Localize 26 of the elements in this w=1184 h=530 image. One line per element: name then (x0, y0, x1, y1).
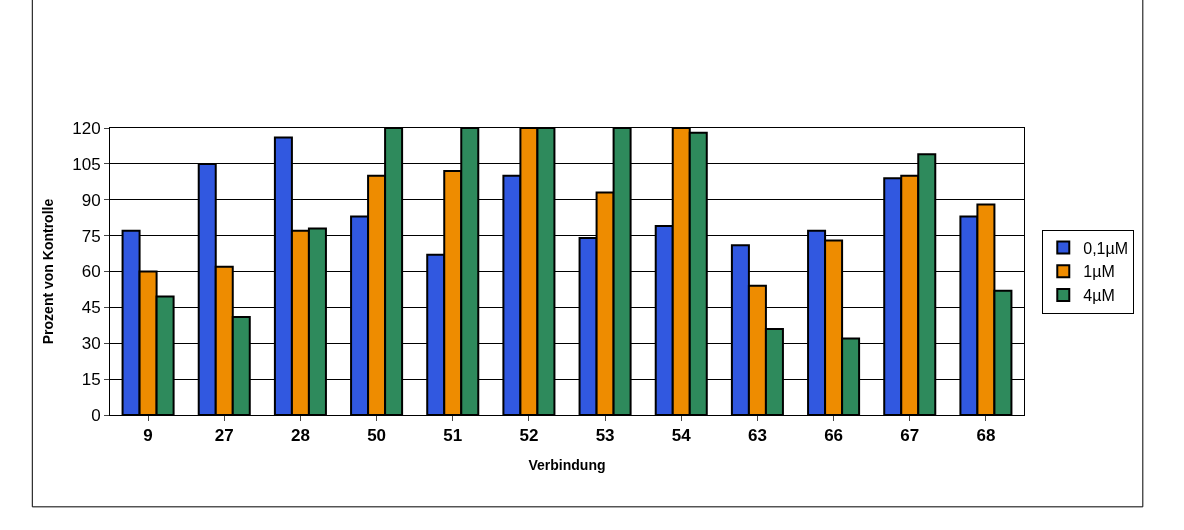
legend-label: 1µM (1083, 263, 1115, 281)
legend-label: 4µM (1083, 287, 1115, 305)
y-tick-label: 45 (81, 298, 101, 318)
x-tick-label: 27 (214, 426, 234, 446)
x-axis-title: Verbindung (528, 456, 606, 473)
y-tick-label: 0 (91, 405, 101, 425)
x-tick-label: 66 (824, 426, 844, 446)
y-tick-label: 60 (81, 262, 101, 282)
x-tick-label: 28 (290, 426, 310, 446)
y-tick-label: 30 (81, 334, 101, 354)
y-tick-label: 15 (81, 370, 101, 390)
x-tick-label: 67 (900, 426, 920, 446)
x-tick-label: 9 (143, 426, 153, 446)
x-tick-label: 54 (671, 426, 692, 446)
x-tick-label: 50 (367, 426, 387, 446)
y-tick-label: 75 (81, 226, 101, 246)
x-tick-label: 53 (595, 426, 615, 446)
x-tick-label: 68 (976, 426, 996, 446)
x-tick-label: 52 (519, 426, 539, 446)
x-tick-label: 63 (747, 426, 767, 446)
y-tick-label: 120 (72, 118, 101, 138)
y-tick-label: 90 (81, 190, 101, 210)
x-tick-label: 51 (443, 426, 463, 446)
legend-label: 0,1µM (1083, 239, 1129, 257)
y-tick-label: 105 (72, 154, 101, 174)
y-axis-title: Prozent von Kontrolle (39, 198, 56, 345)
